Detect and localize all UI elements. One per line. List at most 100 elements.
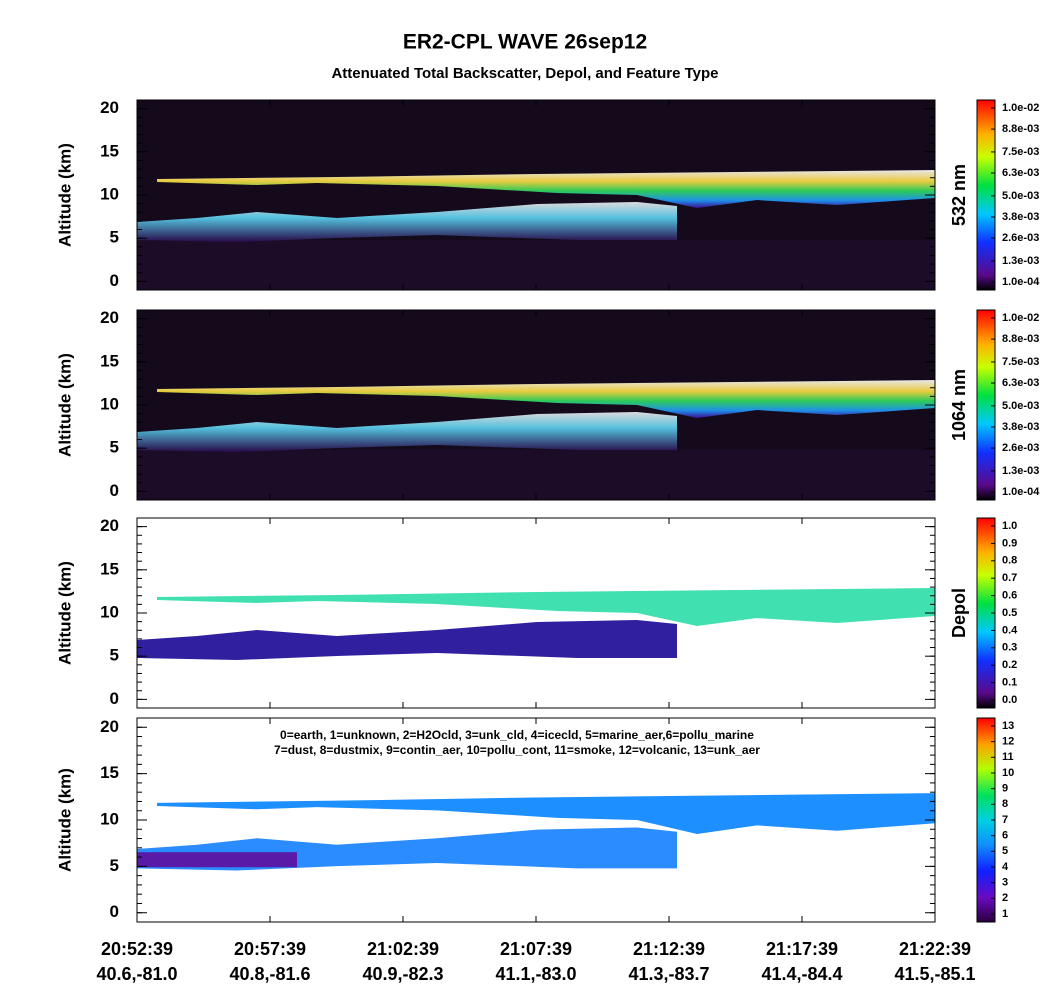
colorbar-label: 1064 nm <box>949 369 969 441</box>
colorbar-tick-label: 2.6e-03 <box>1002 232 1039 244</box>
x-tick-time: 21:07:39 <box>500 939 572 959</box>
colorbar-tick-label: 0.8 <box>1002 555 1017 567</box>
colorbar-tick-label: 1.3e-03 <box>1002 465 1039 477</box>
colorbar-label: Depol <box>949 588 969 638</box>
aerosol-layer <box>137 202 677 242</box>
colorbar-tick-label: 12 <box>1002 736 1014 748</box>
aerosol-layer <box>137 620 677 660</box>
aerosol-layer-dust <box>137 852 297 868</box>
colorbar-tick-label: 11 <box>1002 751 1014 763</box>
title: ER2-CPL WAVE 26sep12 <box>403 31 647 54</box>
plot-area <box>136 309 936 501</box>
y-tick-label: 20 <box>100 98 119 117</box>
colorbar-tick-label: 5.0e-03 <box>1002 190 1039 202</box>
colorbar-tick-label: 0.3 <box>1002 642 1017 654</box>
y-tick-label: 20 <box>100 516 119 535</box>
colorbar-tick-label: 9 <box>1002 783 1008 795</box>
y-tick-label: 15 <box>100 351 119 370</box>
colorbar-tick-label: 0.0 <box>1002 694 1017 706</box>
colorbar-tick-label: 0.4 <box>1002 624 1018 636</box>
colorbar-tick-label: 4 <box>1002 861 1009 873</box>
cloud-layer <box>157 380 935 418</box>
y-tick-label: 0 <box>110 481 119 500</box>
x-tick-coords: 40.6,-81.0 <box>96 964 177 984</box>
x-tick-time: 21:02:39 <box>367 939 439 959</box>
colorbar <box>976 309 996 501</box>
x-tick-coords: 41.1,-83.0 <box>495 964 576 984</box>
colorbar-tick-label: 8.8e-03 <box>1002 123 1039 135</box>
colorbar-tick-label: 7.5e-03 <box>1002 146 1039 158</box>
colorbar-tick-label: 7.5e-03 <box>1002 356 1039 368</box>
plot-area <box>136 717 936 923</box>
y-tick-label: 10 <box>100 184 119 203</box>
x-tick-coords: 40.9,-82.3 <box>362 964 443 984</box>
feature-legend: 0=earth, 1=unknown, 2=H2Ocld, 3=unk_cld,… <box>280 728 754 742</box>
y-tick-label: 20 <box>100 308 119 327</box>
colorbar-tick-label: 2 <box>1002 892 1008 904</box>
x-tick-coords: 41.3,-83.7 <box>628 964 709 984</box>
colorbar-tick-label: 0.5 <box>1002 607 1017 619</box>
cloud-layer <box>157 588 935 626</box>
y-axis-label: Altitude (km) <box>55 561 74 665</box>
y-tick-label: 20 <box>100 717 119 736</box>
plot-area <box>136 99 936 291</box>
colorbar <box>976 99 996 291</box>
colorbar-tick-label: 1.0e-04 <box>1002 276 1040 288</box>
colorbar-tick-label: 3.8e-03 <box>1002 211 1039 223</box>
subtitle: Attenuated Total Backscatter, Depol, and… <box>331 65 718 82</box>
colorbar-tick-label: 7 <box>1002 814 1008 826</box>
y-tick-label: 10 <box>100 394 119 413</box>
y-tick-label: 10 <box>100 602 119 621</box>
y-tick-label: 15 <box>100 141 119 160</box>
colorbar-tick-label: 3 <box>1002 877 1008 889</box>
y-axis-label: Altitude (km) <box>55 143 74 247</box>
y-axis-label: Altitude (km) <box>55 353 74 457</box>
colorbar-tick-label: 1.0e-04 <box>1002 486 1040 498</box>
y-axis-label: Altitude (km) <box>55 768 74 872</box>
colorbar-tick-label: 1 <box>1002 908 1008 920</box>
x-tick-time: 20:57:39 <box>234 939 306 959</box>
colorbar-tick-label: 6 <box>1002 830 1008 842</box>
surface-noise <box>137 450 935 500</box>
x-tick-time: 21:22:39 <box>899 939 971 959</box>
x-tick-time: 21:12:39 <box>633 939 705 959</box>
colorbar-tick-label: 8.8e-03 <box>1002 333 1039 345</box>
colorbar-tick-label: 0.1 <box>1002 677 1017 689</box>
plot-area <box>136 517 936 709</box>
colorbar-tick-label: 8 <box>1002 798 1008 810</box>
y-tick-label: 0 <box>110 689 119 708</box>
colorbar-tick-label: 6.3e-03 <box>1002 377 1039 389</box>
colorbar-tick-label: 5.0e-03 <box>1002 400 1039 412</box>
feature-legend: 7=dust, 8=dustmix, 9=contin_aer, 10=poll… <box>274 743 760 757</box>
colorbar-tick-label: 0.6 <box>1002 590 1017 602</box>
cloud-layer <box>157 793 935 834</box>
colorbar-tick-label: 5 <box>1002 845 1008 857</box>
y-tick-label: 0 <box>110 271 119 290</box>
colorbar-tick-label: 1.3e-03 <box>1002 255 1039 267</box>
y-tick-label: 5 <box>110 646 119 665</box>
y-tick-label: 0 <box>110 902 119 921</box>
cloud-layer <box>157 170 935 208</box>
colorbar-tick-label: 6.3e-03 <box>1002 167 1039 179</box>
colorbar-tick-label: 1.0e-02 <box>1002 102 1039 114</box>
x-tick-time: 20:52:39 <box>101 939 173 959</box>
colorbar-tick-label: 0.2 <box>1002 659 1017 671</box>
colorbar-tick-label: 2.6e-03 <box>1002 442 1039 454</box>
y-tick-label: 15 <box>100 763 119 782</box>
colorbar-tick-label: 1.0e-02 <box>1002 312 1039 324</box>
surface-noise <box>137 240 935 290</box>
y-tick-label: 5 <box>110 438 119 457</box>
y-tick-label: 15 <box>100 559 119 578</box>
colorbar-tick-label: 1.0 <box>1002 520 1017 532</box>
x-tick-time: 21:17:39 <box>766 939 838 959</box>
y-tick-label: 5 <box>110 856 119 875</box>
y-tick-label: 5 <box>110 228 119 247</box>
colorbar-tick-label: 10 <box>1002 767 1014 779</box>
colorbar-tick-label: 13 <box>1002 720 1014 732</box>
colorbar-tick-label: 0.9 <box>1002 537 1017 549</box>
colorbar-label: 532 nm <box>949 164 969 226</box>
aerosol-layer <box>137 412 677 452</box>
x-tick-coords: 41.4,-84.4 <box>761 964 842 984</box>
y-tick-label: 10 <box>100 809 119 828</box>
